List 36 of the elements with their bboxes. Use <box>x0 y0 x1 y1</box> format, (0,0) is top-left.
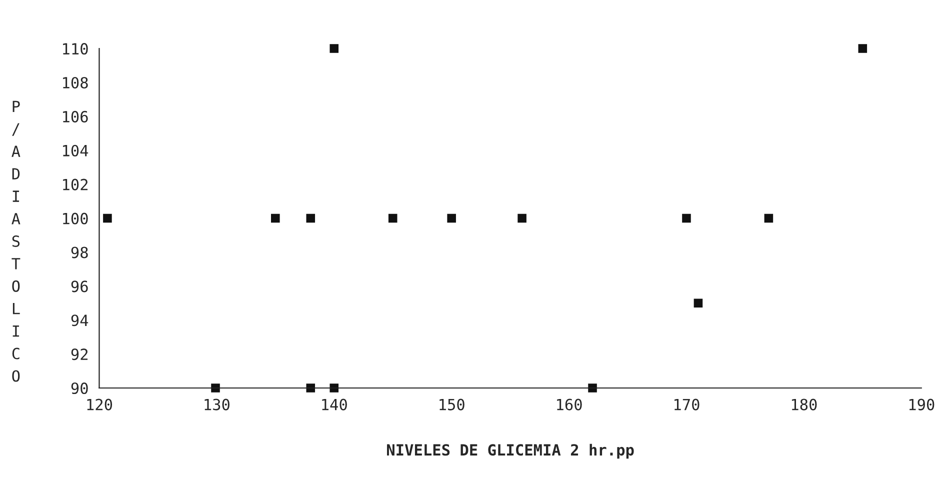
x-tick-label: 140 <box>322 398 347 410</box>
point <box>682 214 691 223</box>
point <box>330 44 339 53</box>
y-tick-label: 92 <box>71 348 88 360</box>
point <box>447 214 456 223</box>
y-tick-label: 90 <box>71 382 88 394</box>
point <box>306 384 316 392</box>
point <box>271 214 280 223</box>
y-tick-label: 110 <box>63 43 88 55</box>
x-tick-label: 180 <box>792 398 817 410</box>
x-tick-label: 120 <box>87 398 112 410</box>
point <box>306 214 316 223</box>
x-tick-label: 160 <box>557 398 582 410</box>
x-tick-label: 130 <box>204 398 230 410</box>
y-tick-label: 102 <box>63 178 88 190</box>
point <box>103 214 112 223</box>
y-tick-label: 98 <box>71 246 88 258</box>
point <box>518 214 526 223</box>
text: P/A DIASTOLICO <box>12 100 20 382</box>
x-tick-label: 150 <box>440 398 464 410</box>
point <box>388 214 398 223</box>
point <box>858 44 868 53</box>
y-tick-label: 104 <box>63 144 88 156</box>
y-tick-label: 108 <box>63 76 88 89</box>
x-tick-label: 190 <box>909 398 934 410</box>
y-tick-label: 96 <box>71 280 88 292</box>
point <box>694 298 703 308</box>
y-tick-label: 100 <box>63 212 88 224</box>
point <box>764 214 774 223</box>
point <box>330 384 339 392</box>
y-tick-label: 94 <box>71 314 88 326</box>
x-tick-label: 170 <box>674 398 700 410</box>
y-tick-label: 106 <box>63 110 88 122</box>
x-axis-title: NIVELES DE GLICEMIA 2 hr.pp <box>387 444 634 459</box>
point <box>588 384 597 392</box>
point <box>211 384 220 392</box>
